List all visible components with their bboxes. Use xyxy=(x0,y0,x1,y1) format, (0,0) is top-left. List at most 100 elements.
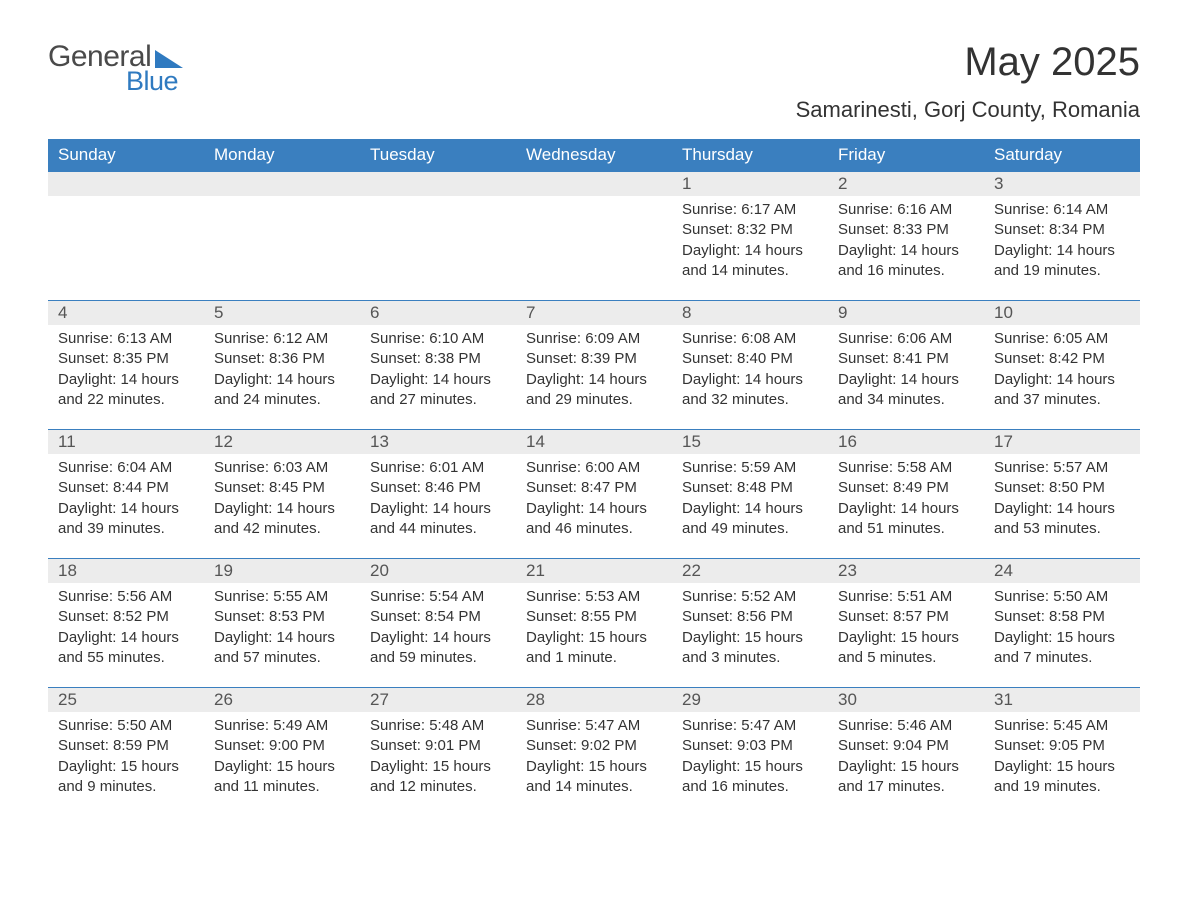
sunset-line: Sunset: 8:53 PM xyxy=(214,607,350,627)
daylight-line-1: Daylight: 14 hours xyxy=(58,370,194,390)
day-cell: 3Sunrise: 6:14 AMSunset: 8:34 PMDaylight… xyxy=(984,172,1140,300)
day-body: Sunrise: 5:50 AMSunset: 8:58 PMDaylight:… xyxy=(984,583,1140,676)
sunrise-line: Sunrise: 5:46 AM xyxy=(838,716,974,736)
sunrise-line: Sunrise: 6:14 AM xyxy=(994,200,1130,220)
title-block: May 2025 Samarinesti, Gorj County, Roman… xyxy=(796,40,1140,123)
daylight-line-1: Daylight: 14 hours xyxy=(838,499,974,519)
daylight-line-1: Daylight: 14 hours xyxy=(994,499,1130,519)
sunset-line: Sunset: 8:56 PM xyxy=(682,607,818,627)
sunrise-line: Sunrise: 5:49 AM xyxy=(214,716,350,736)
sunrise-line: Sunrise: 5:55 AM xyxy=(214,587,350,607)
logo-word2: Blue xyxy=(126,66,178,97)
sunrise-line: Sunrise: 5:54 AM xyxy=(370,587,506,607)
day-cell: 31Sunrise: 5:45 AMSunset: 9:05 PMDayligh… xyxy=(984,688,1140,816)
daylight-line-2: and 7 minutes. xyxy=(994,648,1130,668)
day-cell: 25Sunrise: 5:50 AMSunset: 8:59 PMDayligh… xyxy=(48,688,204,816)
day-cell xyxy=(360,172,516,300)
day-number: 16 xyxy=(828,430,984,454)
daylight-line-2: and 49 minutes. xyxy=(682,519,818,539)
day-number: 29 xyxy=(672,688,828,712)
day-cell: 2Sunrise: 6:16 AMSunset: 8:33 PMDaylight… xyxy=(828,172,984,300)
day-number: 4 xyxy=(48,301,204,325)
day-body: Sunrise: 6:10 AMSunset: 8:38 PMDaylight:… xyxy=(360,325,516,418)
week-row: 18Sunrise: 5:56 AMSunset: 8:52 PMDayligh… xyxy=(48,558,1140,687)
sunrise-line: Sunrise: 5:50 AM xyxy=(994,587,1130,607)
day-cell xyxy=(48,172,204,300)
day-number: 25 xyxy=(48,688,204,712)
daylight-line-2: and 51 minutes. xyxy=(838,519,974,539)
sunrise-line: Sunrise: 6:03 AM xyxy=(214,458,350,478)
daylight-line-2: and 19 minutes. xyxy=(994,261,1130,281)
day-cell: 9Sunrise: 6:06 AMSunset: 8:41 PMDaylight… xyxy=(828,301,984,429)
day-number: 1 xyxy=(672,172,828,196)
day-body xyxy=(360,196,516,208)
daylight-line-2: and 1 minute. xyxy=(526,648,662,668)
daylight-line-2: and 17 minutes. xyxy=(838,777,974,797)
day-number: 22 xyxy=(672,559,828,583)
daylight-line-1: Daylight: 14 hours xyxy=(682,370,818,390)
sunrise-line: Sunrise: 5:50 AM xyxy=(58,716,194,736)
daylight-line-2: and 14 minutes. xyxy=(526,777,662,797)
sunset-line: Sunset: 8:38 PM xyxy=(370,349,506,369)
week-row: 11Sunrise: 6:04 AMSunset: 8:44 PMDayligh… xyxy=(48,429,1140,558)
sunset-line: Sunset: 9:05 PM xyxy=(994,736,1130,756)
day-cell: 13Sunrise: 6:01 AMSunset: 8:46 PMDayligh… xyxy=(360,430,516,558)
day-cell: 22Sunrise: 5:52 AMSunset: 8:56 PMDayligh… xyxy=(672,559,828,687)
daylight-line-1: Daylight: 14 hours xyxy=(682,499,818,519)
day-cell: 15Sunrise: 5:59 AMSunset: 8:48 PMDayligh… xyxy=(672,430,828,558)
day-body: Sunrise: 6:03 AMSunset: 8:45 PMDaylight:… xyxy=(204,454,360,547)
sunrise-line: Sunrise: 5:53 AM xyxy=(526,587,662,607)
day-cell: 7Sunrise: 6:09 AMSunset: 8:39 PMDaylight… xyxy=(516,301,672,429)
day-number: 9 xyxy=(828,301,984,325)
daylight-line-2: and 12 minutes. xyxy=(370,777,506,797)
daylight-line-2: and 53 minutes. xyxy=(994,519,1130,539)
sunset-line: Sunset: 9:04 PM xyxy=(838,736,974,756)
day-cell: 26Sunrise: 5:49 AMSunset: 9:00 PMDayligh… xyxy=(204,688,360,816)
day-body: Sunrise: 6:06 AMSunset: 8:41 PMDaylight:… xyxy=(828,325,984,418)
sunset-line: Sunset: 8:55 PM xyxy=(526,607,662,627)
sunrise-line: Sunrise: 5:57 AM xyxy=(994,458,1130,478)
daylight-line-1: Daylight: 15 hours xyxy=(214,757,350,777)
day-number: 7 xyxy=(516,301,672,325)
sunset-line: Sunset: 9:02 PM xyxy=(526,736,662,756)
day-cell xyxy=(516,172,672,300)
sunset-line: Sunset: 8:35 PM xyxy=(58,349,194,369)
sunset-line: Sunset: 8:36 PM xyxy=(214,349,350,369)
daylight-line-2: and 11 minutes. xyxy=(214,777,350,797)
sunset-line: Sunset: 8:52 PM xyxy=(58,607,194,627)
day-body: Sunrise: 6:04 AMSunset: 8:44 PMDaylight:… xyxy=(48,454,204,547)
day-body: Sunrise: 6:12 AMSunset: 8:36 PMDaylight:… xyxy=(204,325,360,418)
day-body: Sunrise: 5:59 AMSunset: 8:48 PMDaylight:… xyxy=(672,454,828,547)
day-number: 12 xyxy=(204,430,360,454)
sunrise-line: Sunrise: 6:16 AM xyxy=(838,200,974,220)
logo: General Blue xyxy=(48,40,183,97)
sunset-line: Sunset: 8:39 PM xyxy=(526,349,662,369)
sunrise-line: Sunrise: 6:08 AM xyxy=(682,329,818,349)
daylight-line-2: and 3 minutes. xyxy=(682,648,818,668)
day-number xyxy=(48,172,204,196)
day-body: Sunrise: 5:49 AMSunset: 9:00 PMDaylight:… xyxy=(204,712,360,805)
day-cell: 14Sunrise: 6:00 AMSunset: 8:47 PMDayligh… xyxy=(516,430,672,558)
daylight-line-2: and 19 minutes. xyxy=(994,777,1130,797)
day-number: 15 xyxy=(672,430,828,454)
daylight-line-1: Daylight: 15 hours xyxy=(370,757,506,777)
daylight-line-1: Daylight: 15 hours xyxy=(682,757,818,777)
daylight-line-1: Daylight: 15 hours xyxy=(58,757,194,777)
sunset-line: Sunset: 8:40 PM xyxy=(682,349,818,369)
day-cell: 18Sunrise: 5:56 AMSunset: 8:52 PMDayligh… xyxy=(48,559,204,687)
day-number: 26 xyxy=(204,688,360,712)
day-cell: 24Sunrise: 5:50 AMSunset: 8:58 PMDayligh… xyxy=(984,559,1140,687)
day-number: 27 xyxy=(360,688,516,712)
day-number: 19 xyxy=(204,559,360,583)
day-number: 30 xyxy=(828,688,984,712)
month-title: May 2025 xyxy=(796,40,1140,85)
day-body: Sunrise: 5:54 AMSunset: 8:54 PMDaylight:… xyxy=(360,583,516,676)
day-number xyxy=(516,172,672,196)
day-number: 31 xyxy=(984,688,1140,712)
day-cell: 8Sunrise: 6:08 AMSunset: 8:40 PMDaylight… xyxy=(672,301,828,429)
daylight-line-1: Daylight: 15 hours xyxy=(838,757,974,777)
day-body: Sunrise: 5:47 AMSunset: 9:03 PMDaylight:… xyxy=(672,712,828,805)
daylight-line-1: Daylight: 15 hours xyxy=(526,628,662,648)
weekday-wednesday: Wednesday xyxy=(516,139,672,171)
calendar-body: 1Sunrise: 6:17 AMSunset: 8:32 PMDaylight… xyxy=(48,171,1140,816)
